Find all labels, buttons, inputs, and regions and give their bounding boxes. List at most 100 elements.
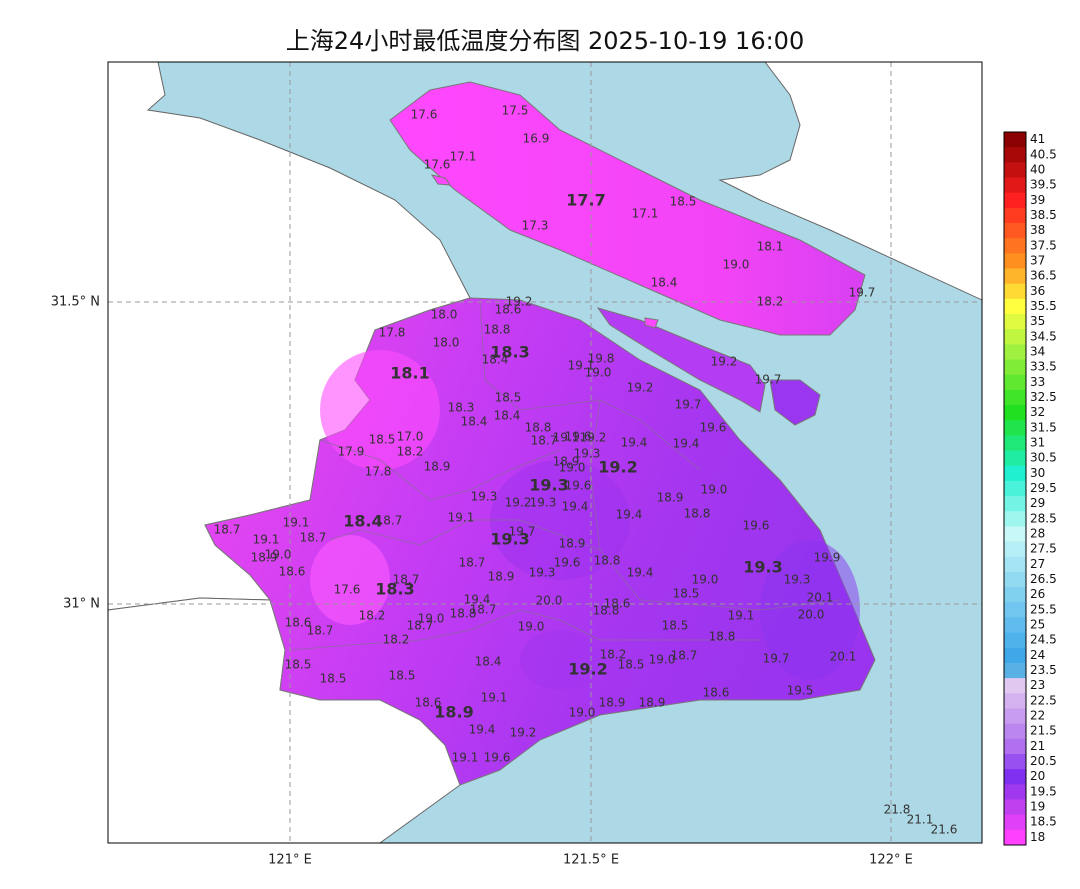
station-value: 17.8 bbox=[379, 326, 406, 340]
colorbar-tick-label: 23.5 bbox=[1030, 663, 1057, 677]
colorbar-tick-label: 22 bbox=[1030, 709, 1045, 723]
station-value: 18.5 bbox=[618, 658, 645, 672]
area-value: 19.3 bbox=[743, 558, 782, 577]
colorbar-tick-label: 25 bbox=[1030, 618, 1045, 632]
cool-patch bbox=[490, 460, 630, 580]
station-value: 19.6 bbox=[700, 421, 727, 435]
colorbar-tick-label: 26 bbox=[1030, 587, 1045, 601]
station-value: 18.6 bbox=[495, 303, 522, 317]
station-value: 21.1 bbox=[907, 813, 934, 827]
station-value: 17.6 bbox=[411, 108, 438, 122]
colorbar-tick-label: 23 bbox=[1030, 678, 1045, 692]
station-value: 19.3 bbox=[574, 447, 601, 461]
colorbar-tick-label: 24.5 bbox=[1030, 633, 1057, 647]
colorbar-segment bbox=[1004, 587, 1026, 603]
colorbar-segment bbox=[1004, 526, 1026, 543]
colorbar-tick-label: 29.5 bbox=[1030, 481, 1057, 495]
map-area: 17.718.318.119.219.318.419.319.318.319.2… bbox=[108, 62, 982, 843]
station-value: 18.1 bbox=[757, 240, 784, 254]
station-value: 18.4 bbox=[461, 415, 488, 429]
station-value: 18.4 bbox=[482, 353, 509, 367]
colorbar-segment bbox=[1004, 662, 1026, 679]
station-value: 19.0 bbox=[559, 461, 586, 475]
station-value: 19.4 bbox=[562, 500, 589, 514]
station-value: 18.5 bbox=[495, 391, 522, 405]
station-value: 18.9 bbox=[657, 491, 684, 505]
colorbar-tick-label: 31 bbox=[1030, 435, 1045, 449]
colorbar-segment bbox=[1004, 389, 1026, 406]
station-value: 18.0 bbox=[433, 336, 460, 350]
station-value: 20.1 bbox=[830, 650, 857, 664]
station-value: 21.6 bbox=[931, 823, 958, 837]
station-value: 18.9 bbox=[599, 696, 626, 710]
station-value: 18.5 bbox=[369, 433, 396, 447]
station-value: 18.7 bbox=[459, 556, 486, 570]
district-borders bbox=[289, 299, 841, 651]
colorbar-segment bbox=[1004, 268, 1026, 285]
station-value: 18.7 bbox=[470, 603, 497, 617]
station-value: 19.7 bbox=[675, 398, 702, 412]
station-value: 18.2 bbox=[359, 609, 386, 623]
station-value: 18.7 bbox=[671, 649, 698, 663]
station-value: 17.6 bbox=[334, 583, 361, 597]
area-value: 18.1 bbox=[390, 364, 429, 383]
station-value: 18.6 bbox=[285, 616, 312, 630]
station-value: 18.7 bbox=[376, 514, 403, 528]
station-value: 19.2 bbox=[711, 355, 738, 369]
station-value: 19.2 bbox=[510, 726, 537, 740]
colorbar-tick-label: 35 bbox=[1030, 314, 1045, 328]
station-value: 18.4 bbox=[651, 276, 678, 290]
area-value: 19.2 bbox=[598, 458, 637, 477]
colorbar-tick-label: 29 bbox=[1030, 496, 1045, 510]
colorbar-tick-label: 40 bbox=[1030, 162, 1045, 176]
plot-frame bbox=[107, 61, 983, 844]
station-value: 19.2 bbox=[580, 431, 607, 445]
colorbar-tick-label: 22.5 bbox=[1030, 693, 1057, 707]
graticule bbox=[108, 62, 982, 843]
colorbar-tick-label: 39.5 bbox=[1030, 178, 1057, 192]
station-value: 17.3 bbox=[522, 219, 549, 233]
colorbar-frame bbox=[1003, 131, 1027, 846]
station-value: 17.5 bbox=[502, 104, 529, 118]
station-value: 21.8 bbox=[884, 803, 911, 817]
colorbar-segment bbox=[1004, 435, 1026, 452]
station-value: 18.2 bbox=[757, 295, 784, 309]
colorbar-segment bbox=[1004, 511, 1026, 527]
colorbar-segment bbox=[1004, 814, 1026, 831]
colorbar-tick-label: 31.5 bbox=[1030, 420, 1057, 434]
station-value: 17.1 bbox=[450, 150, 477, 164]
station-value: 18.6 bbox=[604, 597, 631, 611]
station-value: 19.0 bbox=[569, 706, 596, 720]
station-value: 19.6 bbox=[484, 751, 511, 765]
colorbar-segment bbox=[1004, 238, 1026, 254]
station-value: 18.8 bbox=[450, 607, 477, 621]
station-value: 17.8 bbox=[365, 465, 392, 479]
station-value: 19.3 bbox=[471, 490, 498, 504]
station-value: 18.5 bbox=[673, 587, 700, 601]
colorbar-segment bbox=[1004, 693, 1026, 709]
station-value: 18.7 bbox=[407, 619, 434, 633]
colorbar-segment bbox=[1004, 678, 1026, 694]
colorbar-segment bbox=[1004, 405, 1026, 421]
cool-patch bbox=[760, 540, 860, 680]
station-value: 18.2 bbox=[397, 445, 424, 459]
station-value: 18.3 bbox=[448, 401, 475, 415]
station-value: 19.6 bbox=[565, 479, 592, 493]
colorbar-segment bbox=[1004, 541, 1026, 558]
station-value: 19.3 bbox=[529, 566, 556, 580]
station-value: 19.7 bbox=[763, 652, 790, 666]
station-value: 18.8 bbox=[593, 604, 620, 618]
station-value: 18.5 bbox=[389, 669, 416, 683]
station-value: 18.5 bbox=[320, 672, 347, 686]
station-value: 18.7 bbox=[300, 531, 327, 545]
colorbar-tick-label: 27 bbox=[1030, 557, 1045, 571]
station-value: 18.8 bbox=[525, 421, 552, 435]
station-value: 17.0 bbox=[397, 430, 424, 444]
colorbar-segment bbox=[1004, 708, 1026, 725]
colorbar-segment bbox=[1004, 465, 1026, 482]
colorbar-segment bbox=[1004, 314, 1026, 330]
colorbar-segment bbox=[1004, 647, 1026, 664]
area-value: 18.3 bbox=[375, 580, 414, 599]
station-value: 18.5 bbox=[662, 619, 689, 633]
colorbar-segment bbox=[1004, 147, 1026, 163]
